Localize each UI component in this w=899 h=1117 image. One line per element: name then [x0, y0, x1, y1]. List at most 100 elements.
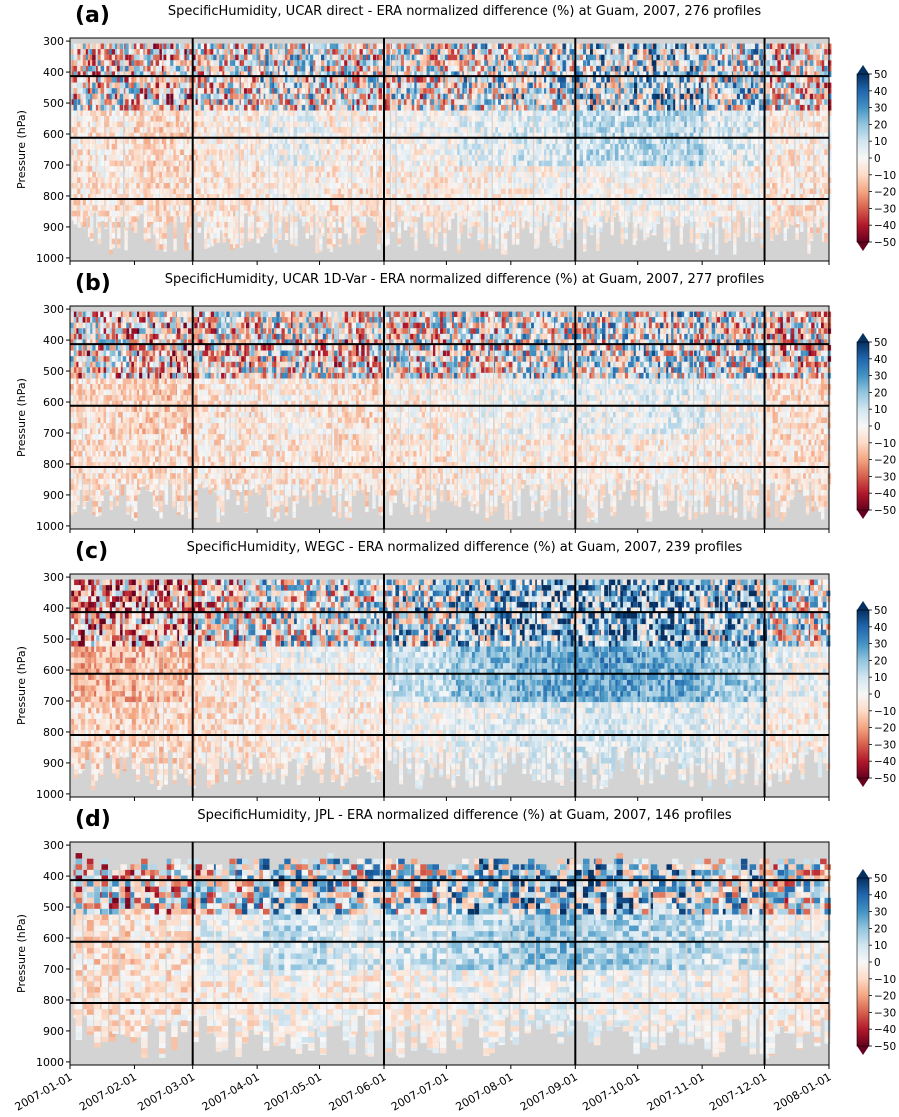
heatmap-cell — [163, 116, 167, 122]
heatmap-cell — [184, 166, 188, 172]
heatmap-cell — [301, 155, 306, 161]
heatmap-cell — [335, 155, 339, 161]
heatmap-cell — [354, 166, 358, 172]
heatmap-cell — [252, 143, 256, 150]
heatmap-cell — [200, 121, 205, 128]
heatmap-cell — [77, 116, 81, 122]
heatmap-cell — [210, 43, 214, 50]
heatmap-cell — [384, 43, 388, 50]
heatmap-cell — [173, 249, 177, 252]
heatmap-cell — [362, 205, 367, 211]
heatmap-cell — [204, 238, 208, 245]
heatmap-cell — [73, 155, 77, 161]
heatmap-cell — [90, 116, 94, 122]
heatmap-cell — [109, 171, 113, 178]
heatmap-cell — [106, 160, 110, 167]
heatmap-cell — [133, 210, 138, 217]
heatmap-cell — [144, 54, 148, 61]
heatmap-cell — [269, 166, 274, 172]
heatmap-cell — [109, 60, 113, 66]
heatmap-cell — [197, 82, 202, 89]
heatmap-cell — [206, 143, 211, 150]
heatmap-cell — [147, 205, 151, 211]
heatmap-cell — [111, 54, 116, 61]
heatmap-cell — [119, 88, 124, 94]
heatmap-cell — [454, 199, 458, 206]
heatmap-cell — [313, 54, 317, 61]
heatmap-cell — [332, 199, 336, 206]
heatmap-cell — [128, 149, 133, 156]
heatmap-cell — [213, 205, 217, 211]
heatmap-cell — [344, 49, 348, 55]
heatmap-cell — [352, 149, 356, 156]
heatmap-cell — [117, 227, 121, 234]
heatmap-cell — [150, 99, 154, 105]
heatmap-cell — [175, 171, 180, 178]
heatmap-cell — [240, 104, 245, 111]
heatmap-cell — [189, 222, 193, 228]
heatmap-cell — [335, 143, 339, 150]
heatmap-cell — [175, 71, 180, 77]
heatmap-cell — [406, 104, 410, 111]
heatmap-cell — [359, 77, 363, 83]
heatmap-cell — [384, 171, 388, 178]
heatmap-cell — [229, 233, 234, 239]
heatmap-cell — [332, 60, 336, 66]
heatmap-cell — [111, 188, 116, 195]
heatmap-cell — [386, 233, 390, 239]
heatmap-cell — [454, 155, 458, 161]
heatmap-cell — [444, 210, 449, 217]
heatmap-cell — [252, 110, 256, 117]
heatmap-cell — [403, 155, 408, 161]
heatmap-cell — [426, 99, 430, 105]
heatmap-cell — [370, 160, 374, 167]
heatmap-cell — [90, 205, 94, 211]
heatmap-cell — [197, 88, 202, 94]
heatmap-cell — [219, 132, 223, 139]
heatmap-cell — [133, 49, 138, 55]
heatmap-cell — [416, 65, 420, 72]
heatmap-cell — [260, 132, 264, 139]
heatmap-cell — [87, 121, 92, 128]
heatmap-cell — [247, 205, 252, 211]
heatmap-cell — [155, 99, 159, 105]
heatmap-cell — [329, 82, 334, 89]
heatmap-cell — [347, 54, 352, 61]
heatmap-cell — [195, 160, 199, 167]
heatmap-cell — [269, 71, 274, 77]
heatmap-cell — [206, 71, 211, 77]
heatmap-cell — [326, 49, 331, 55]
heatmap-cell — [184, 194, 188, 200]
heatmap-cell — [189, 104, 193, 111]
heatmap-cell — [403, 110, 408, 117]
heatmap-cell — [144, 99, 148, 105]
heatmap-cell — [136, 160, 140, 167]
heatmap-cell — [186, 143, 191, 150]
heatmap-cell — [77, 77, 81, 83]
heatmap-cell — [338, 199, 342, 206]
heatmap-cell — [235, 233, 239, 239]
heatmap-cell — [233, 65, 237, 72]
heatmap-cell — [100, 60, 104, 66]
heatmap-cell — [166, 160, 170, 167]
heatmap-cell — [87, 199, 92, 206]
heatmap-cell — [344, 54, 348, 61]
heatmap-cell — [139, 132, 144, 139]
heatmap-cell — [269, 99, 274, 105]
heatmap-cell — [297, 82, 301, 89]
heatmap-cell — [85, 93, 90, 100]
heatmap-cell — [416, 205, 420, 211]
heatmap-cell — [139, 82, 144, 89]
heatmap-cell — [414, 127, 418, 133]
heatmap-cell — [139, 65, 144, 72]
heatmap-cell — [347, 60, 352, 66]
heatmap-cell — [356, 222, 360, 228]
heatmap-cell — [233, 227, 237, 234]
heatmap-cell — [163, 183, 167, 189]
heatmap-cell — [397, 99, 402, 105]
heatmap-cell — [444, 222, 449, 223]
heatmap-cell — [97, 194, 102, 200]
heatmap-cell — [159, 155, 163, 161]
heatmap-cell — [204, 77, 208, 83]
heatmap-cell — [90, 138, 94, 144]
